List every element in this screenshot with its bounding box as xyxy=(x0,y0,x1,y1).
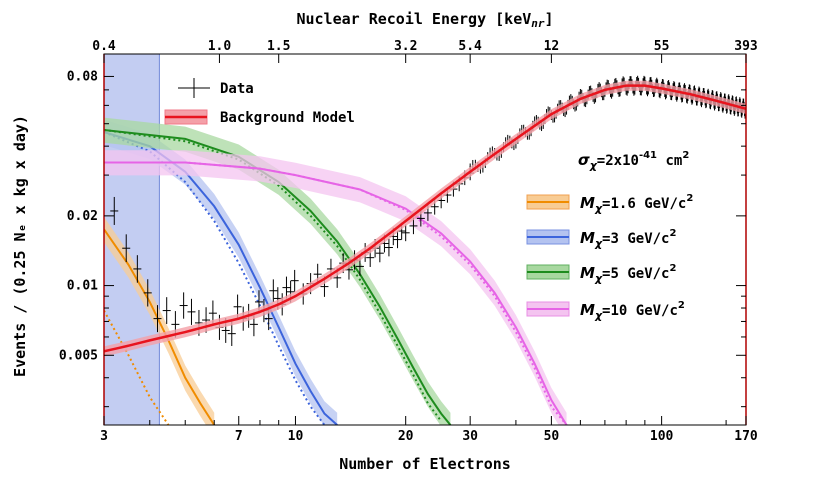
cross-section-symbol: σ xyxy=(578,151,590,169)
top-axis-title: Nuclear Recoil Energy [keVnr] xyxy=(296,10,553,30)
legend-data-label: Data xyxy=(220,81,254,97)
x2-tick-label: 393 xyxy=(734,39,757,54)
legend-mass-3-text: =3 GeV/c xyxy=(602,231,669,247)
background-layer xyxy=(104,80,746,357)
legend-mass-5-label: Mχ=5 GeV/c2 xyxy=(580,263,676,285)
x2-tick-label: 12 xyxy=(544,39,560,54)
legend-background-label: Background Model xyxy=(220,110,355,126)
legend: Data Background Model σχ=2x10-41 cm2 Mχ=… xyxy=(164,78,693,322)
x-tick-label: 30 xyxy=(462,429,478,444)
cross-section-subscript: χ xyxy=(589,159,598,172)
legend-mass-16-text: =1.6 GeV/c xyxy=(602,196,686,212)
x-tick-label: 3 xyxy=(100,429,108,444)
y-axis-title: Events / (0.25 Nₑ x kg x day) xyxy=(11,115,29,377)
legend-mass-10-sym: M xyxy=(580,301,595,319)
legend-mass-3-sym: M xyxy=(580,229,595,247)
y-tick-label: 0.005 xyxy=(59,348,98,363)
legend-mass-16-label: Mχ=1.6 GeV/c2 xyxy=(580,193,693,215)
x2-tick-label: 3.2 xyxy=(394,39,417,54)
cross-section-exponent: -41 xyxy=(639,150,657,161)
top-axis-title-end: ] xyxy=(545,10,554,28)
x2-tick-label: 55 xyxy=(654,39,670,54)
legend-mass-16-sym: M xyxy=(580,194,595,212)
legend-mass-10: Mχ=10 GeV/c2 xyxy=(526,300,685,322)
signal-dotted-line-0 xyxy=(104,310,170,425)
signal-dotted-line-3 xyxy=(104,161,568,425)
background-line xyxy=(104,84,746,353)
signal-band-3 xyxy=(104,150,567,425)
cross-section-label: σχ=2x10-41 cm2 xyxy=(578,150,689,172)
legend-mass-3-label: Mχ=3 GeV/c2 xyxy=(580,228,676,250)
y-tick-label: 0.02 xyxy=(67,209,98,224)
legend-mass-10-sub: χ xyxy=(594,309,603,322)
x-tick-label: 20 xyxy=(398,429,414,444)
legend-mass-5: Mχ=5 GeV/c2 xyxy=(526,263,676,285)
x2-tick-label: 5.4 xyxy=(458,39,482,54)
legend-mass-10-label: Mχ=10 GeV/c2 xyxy=(580,300,685,322)
x-tick-label: 10 xyxy=(288,429,304,444)
legend-mass-10-text: =10 GeV/c xyxy=(602,303,678,319)
legend-mass-10-exp: 2 xyxy=(678,300,685,311)
legend-mass-16-sub: χ xyxy=(594,202,603,215)
y-tick-label: 0.01 xyxy=(67,279,98,294)
legend-mass-5-text: =5 GeV/c xyxy=(602,266,669,282)
x2-tick-label: 1.5 xyxy=(267,39,290,54)
legend-mass-5-exp: 2 xyxy=(669,263,676,274)
legend-mass-3-exp: 2 xyxy=(669,228,676,239)
x2-tick-label: 0.4 xyxy=(92,39,116,54)
top-axis-title-main: Nuclear Recoil Energy [keV xyxy=(296,10,531,28)
x-axis-title: Number of Electrons xyxy=(339,455,511,473)
y-tick-label: 0.08 xyxy=(67,69,98,84)
top-axis-title-sub: nr xyxy=(531,17,545,30)
x-tick-label: 170 xyxy=(734,429,758,444)
cross-section-unit-exponent: 2 xyxy=(682,150,689,161)
legend-mass-16: Mχ=1.6 GeV/c2 xyxy=(526,193,693,215)
legend-mass-16-exp: 2 xyxy=(686,193,693,204)
ticks-layer: 3 7 10 20 30 50 100 170 0.4 1.0 1.5 3.2 5.4 12 55 393 0.… xyxy=(59,39,758,444)
x-tick-label: 7 xyxy=(235,429,243,444)
x2-tick-label: 1.0 xyxy=(208,39,232,54)
legend-mass-3-sub: χ xyxy=(594,237,603,250)
cross-section-unit: cm xyxy=(657,153,682,169)
cross-section-value: =2x10 xyxy=(597,153,639,169)
legend-mass-5-sub: χ xyxy=(594,272,603,285)
x-tick-label: 50 xyxy=(544,429,560,444)
legend-mass-5-sym: M xyxy=(580,264,595,282)
legend-mass-3: Mχ=3 GeV/c2 xyxy=(526,228,676,250)
x-tick-label: 100 xyxy=(650,429,674,444)
